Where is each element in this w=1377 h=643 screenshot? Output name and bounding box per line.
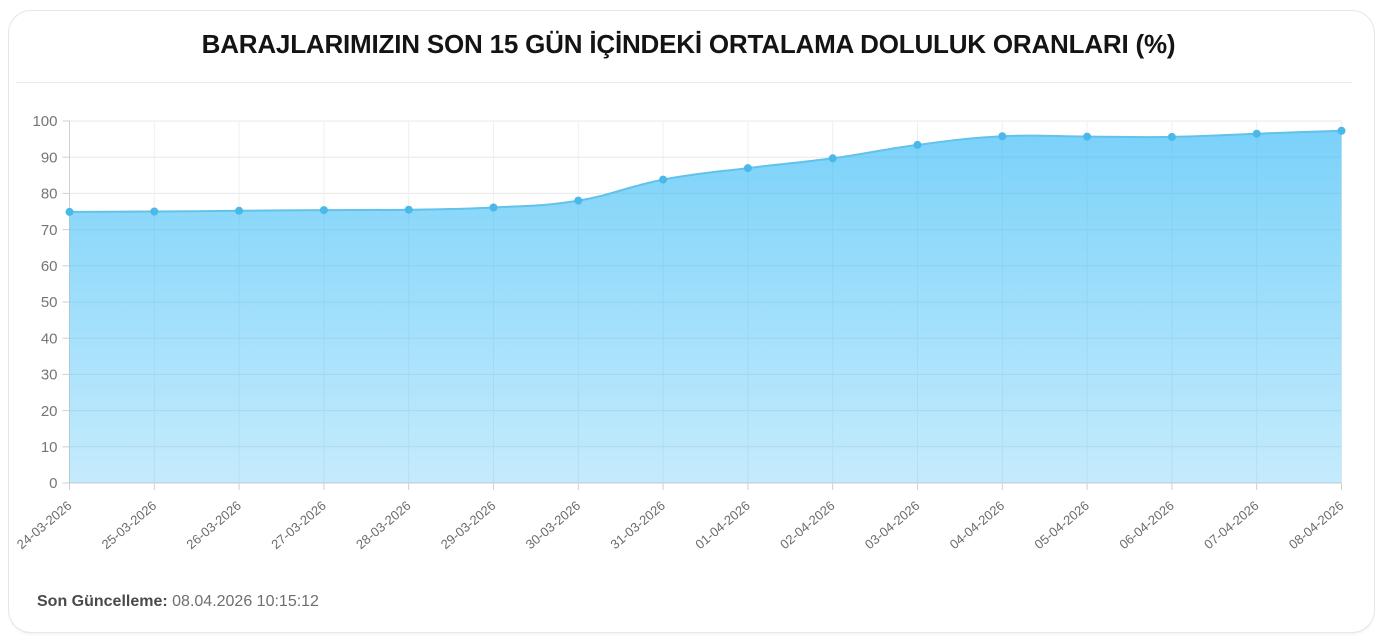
svg-text:03-04-2026: 03-04-2026: [862, 498, 923, 552]
svg-text:25-03-2026: 25-03-2026: [99, 498, 160, 552]
svg-text:0: 0: [49, 475, 57, 492]
svg-text:31-03-2026: 31-03-2026: [607, 498, 668, 552]
svg-text:01-04-2026: 01-04-2026: [692, 498, 753, 552]
svg-text:20: 20: [41, 403, 58, 420]
svg-text:29-03-2026: 29-03-2026: [438, 498, 499, 552]
svg-text:27-03-2026: 27-03-2026: [268, 498, 329, 552]
svg-text:30: 30: [41, 367, 58, 384]
svg-text:50: 50: [41, 294, 58, 311]
svg-text:70: 70: [41, 222, 58, 239]
svg-text:02-04-2026: 02-04-2026: [777, 498, 838, 552]
svg-text:100: 100: [32, 113, 57, 130]
svg-text:07-04-2026: 07-04-2026: [1201, 498, 1262, 552]
svg-text:30-03-2026: 30-03-2026: [523, 498, 584, 552]
svg-text:40: 40: [41, 330, 58, 347]
svg-text:24-03-2026: 24-03-2026: [14, 498, 75, 552]
svg-text:26-03-2026: 26-03-2026: [183, 498, 244, 552]
svg-text:10: 10: [41, 439, 58, 456]
svg-text:60: 60: [41, 258, 58, 275]
svg-text:90: 90: [41, 149, 58, 166]
svg-text:28-03-2026: 28-03-2026: [353, 498, 414, 552]
svg-text:80: 80: [41, 186, 58, 203]
svg-text:04-04-2026: 04-04-2026: [947, 498, 1008, 552]
svg-text:05-04-2026: 05-04-2026: [1031, 498, 1092, 552]
svg-text:06-04-2026: 06-04-2026: [1116, 498, 1177, 552]
svg-text:08-04-2026: 08-04-2026: [1286, 498, 1347, 552]
